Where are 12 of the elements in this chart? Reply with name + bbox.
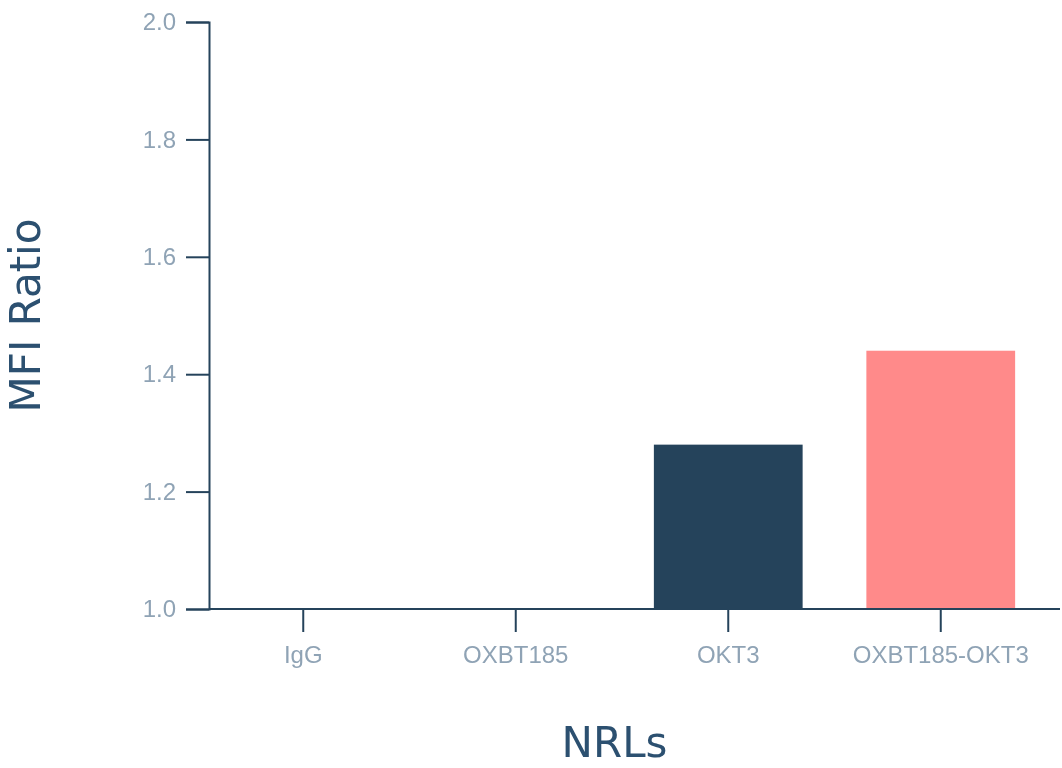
x-tick-label: OXBT185-OKT3 — [852, 641, 1029, 669]
y-tick-label: 1.6 — [142, 242, 176, 270]
y-tick-label: 2.0 — [142, 8, 176, 36]
x-tick-label: OXBT185 — [463, 641, 569, 669]
x-tick-label: OKT3 — [696, 641, 760, 669]
y-axis-title: MFI Ratio — [1, 218, 50, 413]
y-tick-label: 1.2 — [142, 477, 176, 505]
y-tick-label: 1.8 — [142, 125, 176, 153]
x-tick-label: IgG — [283, 641, 323, 669]
x-axis-title: NRLs — [561, 718, 668, 767]
y-tick-label: 1.4 — [142, 360, 176, 388]
y-tick-label: 1.0 — [142, 595, 176, 623]
